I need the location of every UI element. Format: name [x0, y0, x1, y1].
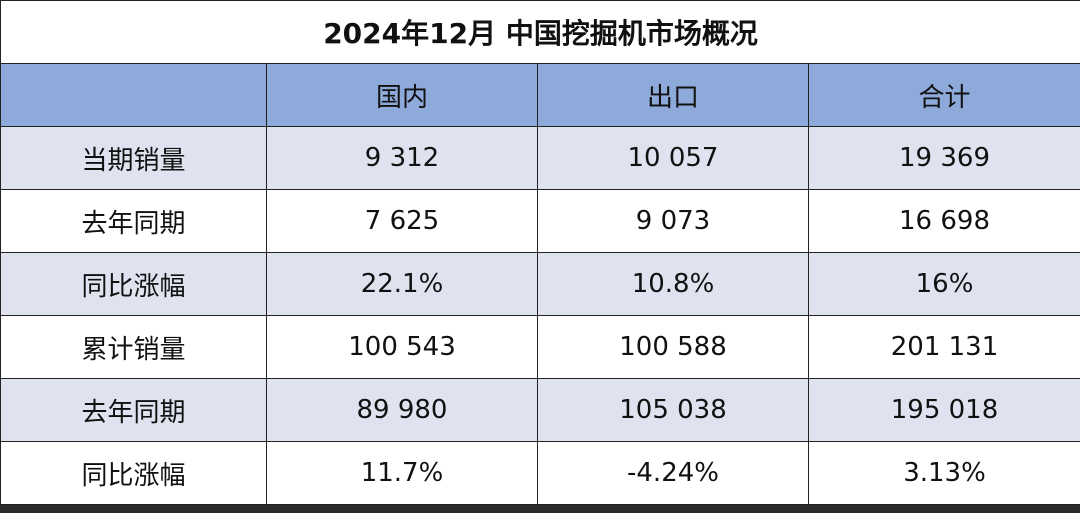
- data-cell: 19 369: [807, 126, 1080, 190]
- data-cell: 3.13%: [807, 441, 1080, 505]
- row-label: 去年同期: [0, 189, 267, 253]
- header-row: 国内 出口 合计: [0, 63, 1080, 127]
- data-cell: 100 543: [266, 315, 538, 379]
- data-cell: 105 038: [537, 378, 809, 442]
- data-cell: -4.24%: [537, 441, 809, 505]
- data-cell: 201 131: [807, 315, 1080, 379]
- data-cell: 11.7%: [266, 441, 538, 505]
- data-cell: 16%: [807, 252, 1080, 316]
- row-label: 同比涨幅: [0, 441, 267, 505]
- data-cell: 89 980: [266, 378, 538, 442]
- data-cell: 7 625: [266, 189, 538, 253]
- data-cell: 9 073: [537, 189, 809, 253]
- data-cell: 22.1%: [266, 252, 538, 316]
- row-label: 去年同期: [0, 378, 267, 442]
- header-cell: 出口: [537, 63, 809, 127]
- data-cell: 100 588: [537, 315, 809, 379]
- header-cell: 国内: [266, 63, 538, 127]
- data-cell: 16 698: [807, 189, 1080, 253]
- header-cell: 合计: [807, 63, 1080, 127]
- corner-cell: [0, 63, 267, 127]
- data-cell: 10 057: [537, 126, 809, 190]
- row-label: 同比涨幅: [0, 252, 267, 316]
- data-row: 累计销量 100 543 100 588 201 131: [0, 315, 1080, 379]
- row-label: 累计销量: [0, 315, 267, 379]
- data-row: 去年同期 7 625 9 073 16 698: [0, 189, 1080, 253]
- data-row: 去年同期 89 980 105 038 195 018: [0, 378, 1080, 442]
- data-cell: 195 018: [807, 378, 1080, 442]
- data-cell: 10.8%: [537, 252, 809, 316]
- data-cell: 9 312: [266, 126, 538, 190]
- table-title: 2024年12月 中国挖掘机市场概况: [0, 0, 1080, 64]
- data-row: 同比涨幅 11.7% -4.24% 3.13%: [0, 441, 1080, 505]
- data-row: 当期销量 9 312 10 057 19 369: [0, 126, 1080, 190]
- data-row: 同比涨幅 22.1% 10.8% 16%: [0, 252, 1080, 316]
- row-label: 当期销量: [0, 126, 267, 190]
